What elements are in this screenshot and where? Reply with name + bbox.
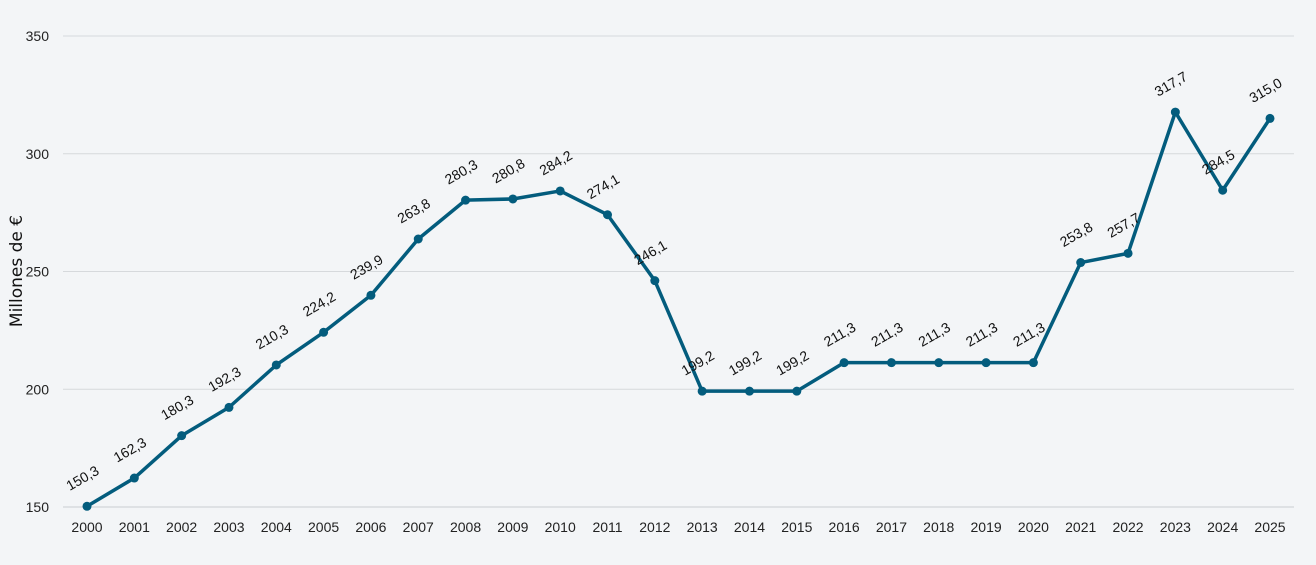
x-tick-label: 2020 bbox=[1018, 519, 1049, 535]
data-point-2013 bbox=[697, 386, 707, 396]
y-axis-label: Millones de € bbox=[7, 215, 27, 327]
data-point-2014 bbox=[744, 386, 754, 396]
data-point-2017 bbox=[886, 358, 896, 368]
y-tick-label: 350 bbox=[26, 28, 50, 44]
x-tick-label: 2015 bbox=[781, 519, 812, 535]
data-points bbox=[82, 107, 1275, 511]
data-point-2003 bbox=[224, 402, 234, 412]
data-point-2025 bbox=[1265, 113, 1275, 123]
x-tick-label: 2023 bbox=[1160, 519, 1191, 535]
data-point-2012 bbox=[650, 276, 660, 286]
data-point-2021 bbox=[1076, 258, 1086, 268]
data-point-2016 bbox=[839, 358, 849, 368]
x-tick-label: 2000 bbox=[71, 519, 102, 535]
x-tick-label: 2010 bbox=[545, 519, 576, 535]
data-point-2019 bbox=[981, 358, 991, 368]
x-tick-label: 2024 bbox=[1207, 519, 1238, 535]
data-label-2017: 211,3 bbox=[868, 319, 906, 350]
x-tick-label: 2005 bbox=[308, 519, 339, 535]
data-label-2025: 315,0 bbox=[1246, 74, 1285, 105]
x-tick-label: 2014 bbox=[734, 519, 765, 535]
x-tick-label: 2003 bbox=[213, 519, 244, 535]
data-point-2000 bbox=[82, 501, 92, 511]
data-label-2004: 210,3 bbox=[253, 321, 292, 352]
x-tick-label: 2008 bbox=[450, 519, 481, 535]
y-tick-label: 250 bbox=[26, 264, 50, 280]
grid-lines bbox=[63, 35, 1294, 508]
data-point-2023 bbox=[1170, 107, 1180, 117]
x-tick-label: 2017 bbox=[876, 519, 907, 535]
y-tick-label: 150 bbox=[26, 499, 50, 515]
data-point-2002 bbox=[177, 431, 187, 441]
x-tick-label: 2007 bbox=[403, 519, 434, 535]
data-point-2020 bbox=[1028, 358, 1038, 368]
x-tick-label: 2016 bbox=[829, 519, 860, 535]
x-tick-label: 2004 bbox=[261, 519, 292, 535]
x-tick-label: 2011 bbox=[592, 519, 622, 535]
x-tick-label: 2009 bbox=[497, 519, 528, 535]
data-label-2011: 274,1 bbox=[584, 171, 623, 202]
data-label-2008: 280,3 bbox=[442, 156, 481, 187]
data-point-2006 bbox=[366, 290, 376, 300]
data-label-2016: 211,3 bbox=[821, 319, 859, 350]
data-point-2024 bbox=[1218, 185, 1228, 195]
data-label-2012: 246,1 bbox=[631, 237, 670, 268]
data-label-2001: 162,3 bbox=[111, 434, 150, 465]
data-label-2015: 199,2 bbox=[773, 347, 812, 378]
data-label-2003: 192,3 bbox=[205, 363, 244, 394]
data-label-2005: 224,2 bbox=[300, 288, 339, 319]
data-label-2007: 263,8 bbox=[395, 195, 434, 226]
data-labels: 150,3 162,3 180,3 192,3 210,3 224,2 239,9 263,8… bbox=[63, 68, 1285, 494]
x-tick-label: 2013 bbox=[687, 519, 718, 535]
x-tick-label: 2018 bbox=[923, 519, 954, 535]
series-line bbox=[85, 110, 1272, 509]
x-tick-label: 2006 bbox=[355, 519, 386, 535]
data-point-2004 bbox=[271, 360, 281, 370]
x-axis-ticks: 2000 2001 2002 2003 2004 2005 2006 2007 2008 2009… bbox=[71, 519, 1285, 535]
data-label-2018: 211,3 bbox=[916, 319, 954, 350]
y-tick-label: 300 bbox=[26, 146, 50, 162]
x-tick-label: 2025 bbox=[1254, 519, 1285, 535]
data-label-2021: 253,8 bbox=[1057, 218, 1096, 249]
data-point-2008 bbox=[461, 195, 471, 205]
x-tick-label: 2002 bbox=[166, 519, 197, 535]
data-point-2015 bbox=[792, 386, 802, 396]
data-label-2009: 280,8 bbox=[489, 155, 528, 186]
data-label-2024: 284,5 bbox=[1199, 146, 1238, 177]
data-label-2002: 180,3 bbox=[158, 392, 197, 423]
x-tick-label: 2022 bbox=[1112, 519, 1143, 535]
y-tick-label: 200 bbox=[26, 381, 50, 397]
data-label-2014: 199,2 bbox=[726, 347, 765, 378]
data-point-2022 bbox=[1123, 248, 1133, 258]
y-axis-ticks: 150 200 250 300 350 bbox=[26, 28, 50, 515]
x-tick-label: 2021 bbox=[1065, 519, 1096, 535]
data-label-2000: 150,3 bbox=[63, 462, 102, 493]
data-label-2023: 317,7 bbox=[1152, 68, 1191, 99]
data-point-2010 bbox=[555, 186, 565, 196]
data-label-2010: 284,2 bbox=[537, 147, 576, 178]
data-point-2011 bbox=[603, 210, 613, 220]
x-tick-label: 2012 bbox=[639, 519, 670, 535]
data-label-2019: 211,3 bbox=[963, 319, 1001, 350]
series-line-group bbox=[85, 110, 1272, 509]
data-label-2022: 257,7 bbox=[1104, 209, 1143, 240]
data-point-2018 bbox=[934, 358, 944, 368]
x-tick-label: 2001 bbox=[119, 519, 150, 535]
data-point-2001 bbox=[129, 473, 139, 483]
data-label-2006: 239,9 bbox=[347, 251, 386, 282]
x-tick-label: 2019 bbox=[971, 519, 1002, 535]
data-point-2009 bbox=[508, 194, 518, 204]
data-point-2005 bbox=[319, 327, 329, 337]
data-point-2007 bbox=[413, 234, 423, 244]
